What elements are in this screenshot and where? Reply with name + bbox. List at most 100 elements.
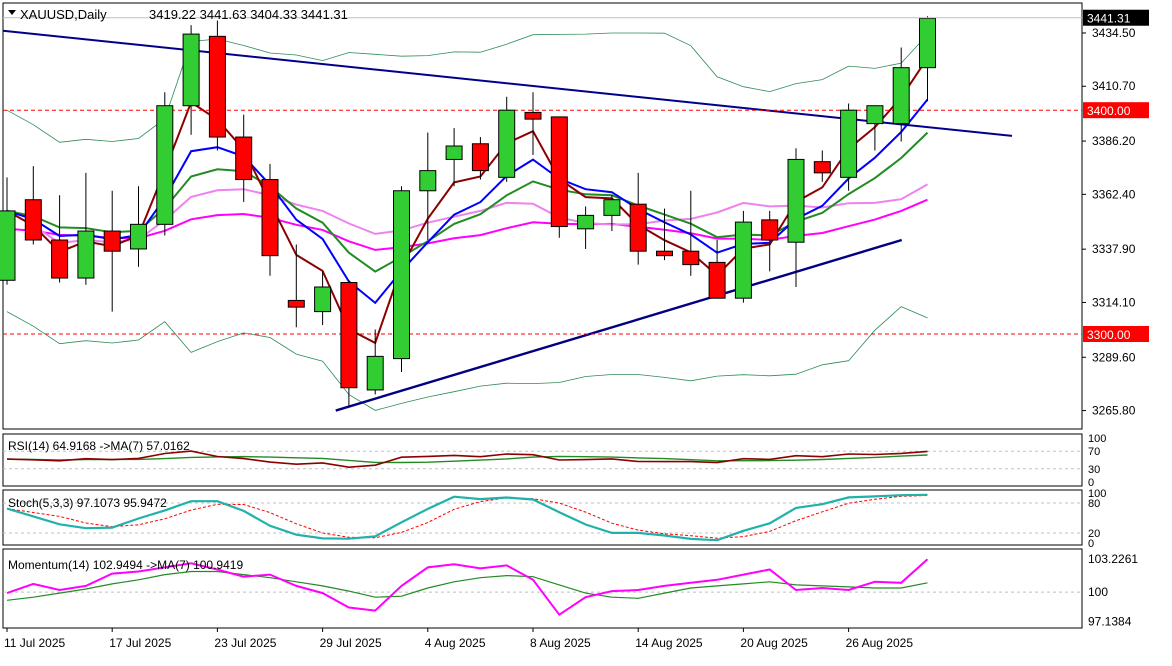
candle-29: [761, 210, 779, 272]
candle-body-18: [471, 143, 489, 172]
bollinger-lower: [6, 306, 928, 411]
momentum-tick-label-1: 100: [1088, 585, 1108, 599]
candle-25: [656, 208, 673, 261]
time-label-8: 26 Aug 2025: [846, 636, 914, 650]
candle-14: [366, 329, 384, 395]
candle-1: [24, 166, 42, 245]
price-tick-label-1: 3410.70: [1092, 79, 1136, 93]
candle-23: [603, 195, 621, 232]
candle-body-34: [892, 67, 910, 125]
stoch-tick-label-0: 100: [1088, 488, 1106, 500]
momentum-tick-label-2: 97.1384: [1088, 614, 1132, 628]
candle-28: [734, 210, 752, 303]
candle-body-9: [235, 136, 253, 181]
candle-body-25: [656, 250, 673, 257]
candle-body-11: [287, 299, 305, 308]
candle-33: [866, 105, 884, 151]
price-tick-label-6: 3289.60: [1092, 350, 1136, 364]
last-price-label: 3441.31: [1087, 12, 1131, 26]
level-label-1: 3300.00: [1087, 328, 1131, 342]
candle-17: [445, 128, 463, 187]
rsi-title: RSI(14) 64.9168 ->MA(7) 57.0162: [8, 439, 190, 453]
price-tick-label-4: 3337.90: [1092, 242, 1136, 256]
candle-body-22: [577, 214, 595, 230]
candle-body-1: [24, 199, 42, 241]
momentum-tick-label-0: 103.2261: [1088, 552, 1138, 566]
rsi-tick-label-2: 30: [1088, 464, 1100, 476]
candle-30: [787, 148, 805, 287]
momentum-ma-line: [6, 570, 928, 601]
candle-19: [498, 96, 516, 182]
price-tick-label-3: 3362.40: [1092, 187, 1136, 201]
candles: [0, 16, 936, 406]
candle-0: [0, 177, 16, 285]
rsi-tick-label-0: 100: [1088, 433, 1106, 445]
stoch-tick-label-3: 0: [1088, 538, 1094, 550]
candle-body-27: [708, 261, 726, 299]
time-label-5: 8 Aug 2025: [530, 636, 591, 650]
symbol-label: XAUUSD,Daily: [20, 7, 107, 22]
stoch-main-line: [6, 493, 928, 542]
candle-body-4: [103, 230, 121, 252]
candle-body-26: [682, 250, 700, 266]
time-axis: 11 Jul 2025 17 Jul 2025 23 Jul 2025 29 Jul …: [4, 628, 913, 650]
rsi-ma-line: [6, 454, 928, 464]
candle-7: [182, 25, 200, 135]
candle-body-14: [366, 355, 384, 391]
rsi-tick-label-3: 0: [1088, 477, 1094, 489]
candle-35: [919, 16, 936, 102]
stoch-title: Stoch(5,3,3) 97.1073 95.9472: [8, 496, 167, 510]
candle-5: [130, 186, 147, 267]
rsi-line: [6, 450, 928, 469]
candle-body-10: [261, 179, 279, 257]
candle-15: [393, 186, 410, 373]
stoch-tick-label-2: 20: [1088, 528, 1100, 540]
candle-body-32: [840, 109, 858, 178]
candle-body-35: [919, 17, 936, 69]
ohlc-values: 3419.22 3441.63 3404.33 3441.31: [149, 7, 348, 22]
candle-22: [577, 206, 595, 249]
price-tick-label-7: 3265.80: [1092, 404, 1136, 418]
candle-body-6: [156, 105, 174, 225]
candle-26: [682, 190, 700, 276]
time-label-2: 23 Jul 2025: [214, 636, 276, 650]
candle-32: [840, 103, 858, 191]
symbol-dropdown-icon[interactable]: [8, 10, 16, 15]
candle-3: [77, 172, 95, 285]
candle-body-31: [813, 161, 831, 174]
candle-8: [208, 20, 226, 151]
candle-18: [471, 137, 489, 180]
stoch-tick-label-1: 80: [1088, 498, 1100, 510]
candle-body-17: [445, 145, 463, 160]
candle-11: [287, 244, 305, 328]
price-tick-label-2: 3386.20: [1092, 134, 1136, 148]
candle-2: [51, 195, 69, 283]
candle-body-2: [51, 239, 69, 279]
candle-34: [892, 47, 910, 142]
level-tag-1: [1083, 326, 1149, 342]
price-axis: 3434.50 3410.70 3386.20 3362.40 3337.90 3314.…: [3, 9, 1149, 418]
candle-9: [235, 114, 253, 202]
stoch-signal-line: [6, 495, 928, 539]
candle-body-12: [314, 286, 332, 313]
time-label-1: 17 Jul 2025: [109, 636, 171, 650]
candle-body-28: [734, 221, 752, 299]
candle-4: [103, 190, 121, 312]
candle-body-30: [787, 158, 805, 243]
candle-body-23: [603, 199, 621, 216]
candle-20: [524, 92, 542, 155]
level-label-0: 3400.00: [1087, 104, 1131, 118]
candle-16: [419, 132, 437, 240]
price-tick-label-0: 3434.50: [1092, 26, 1136, 40]
candle-6: [156, 92, 174, 236]
candle-27: [708, 240, 726, 299]
candle-12: [314, 271, 332, 326]
rsi-pane-frame: [2, 433, 1083, 487]
time-label-4: 4 Aug 2025: [425, 636, 486, 650]
candle-24: [629, 172, 647, 265]
candle-10: [261, 163, 279, 276]
